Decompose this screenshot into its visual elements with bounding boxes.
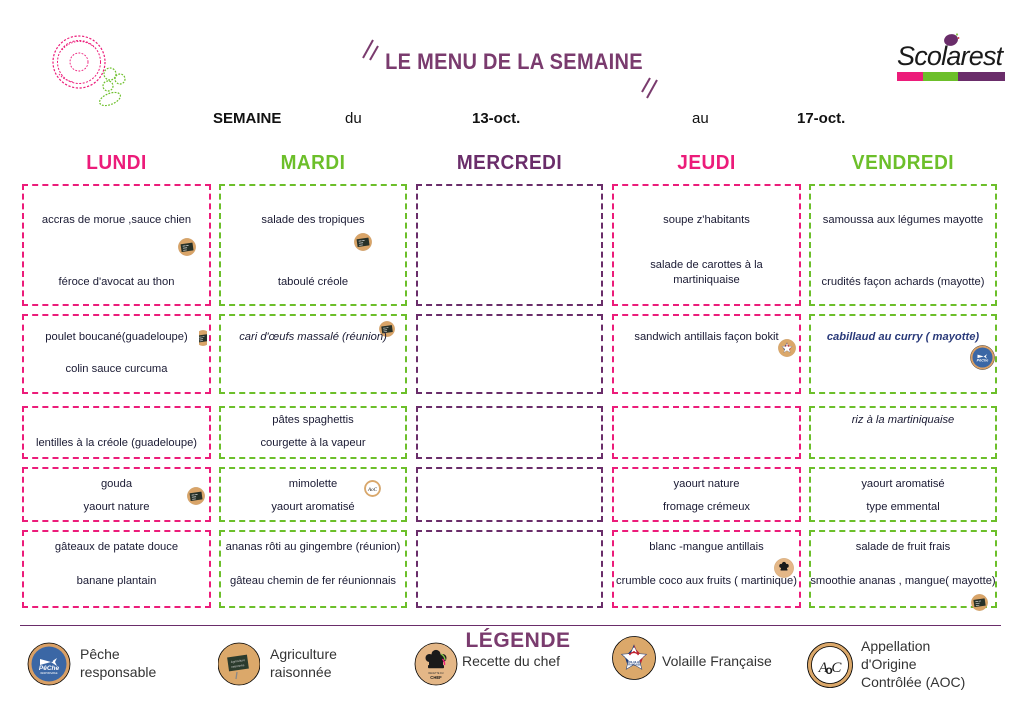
svg-text:o: o: [825, 663, 832, 677]
svg-text:RESPONSABLE: RESPONSABLE: [40, 672, 58, 675]
svg-text:CHEF: CHEF: [430, 675, 442, 680]
svg-text:PêChe: PêChe: [39, 665, 60, 672]
svg-text:FRANÇAISE: FRANÇAISE: [627, 664, 641, 667]
